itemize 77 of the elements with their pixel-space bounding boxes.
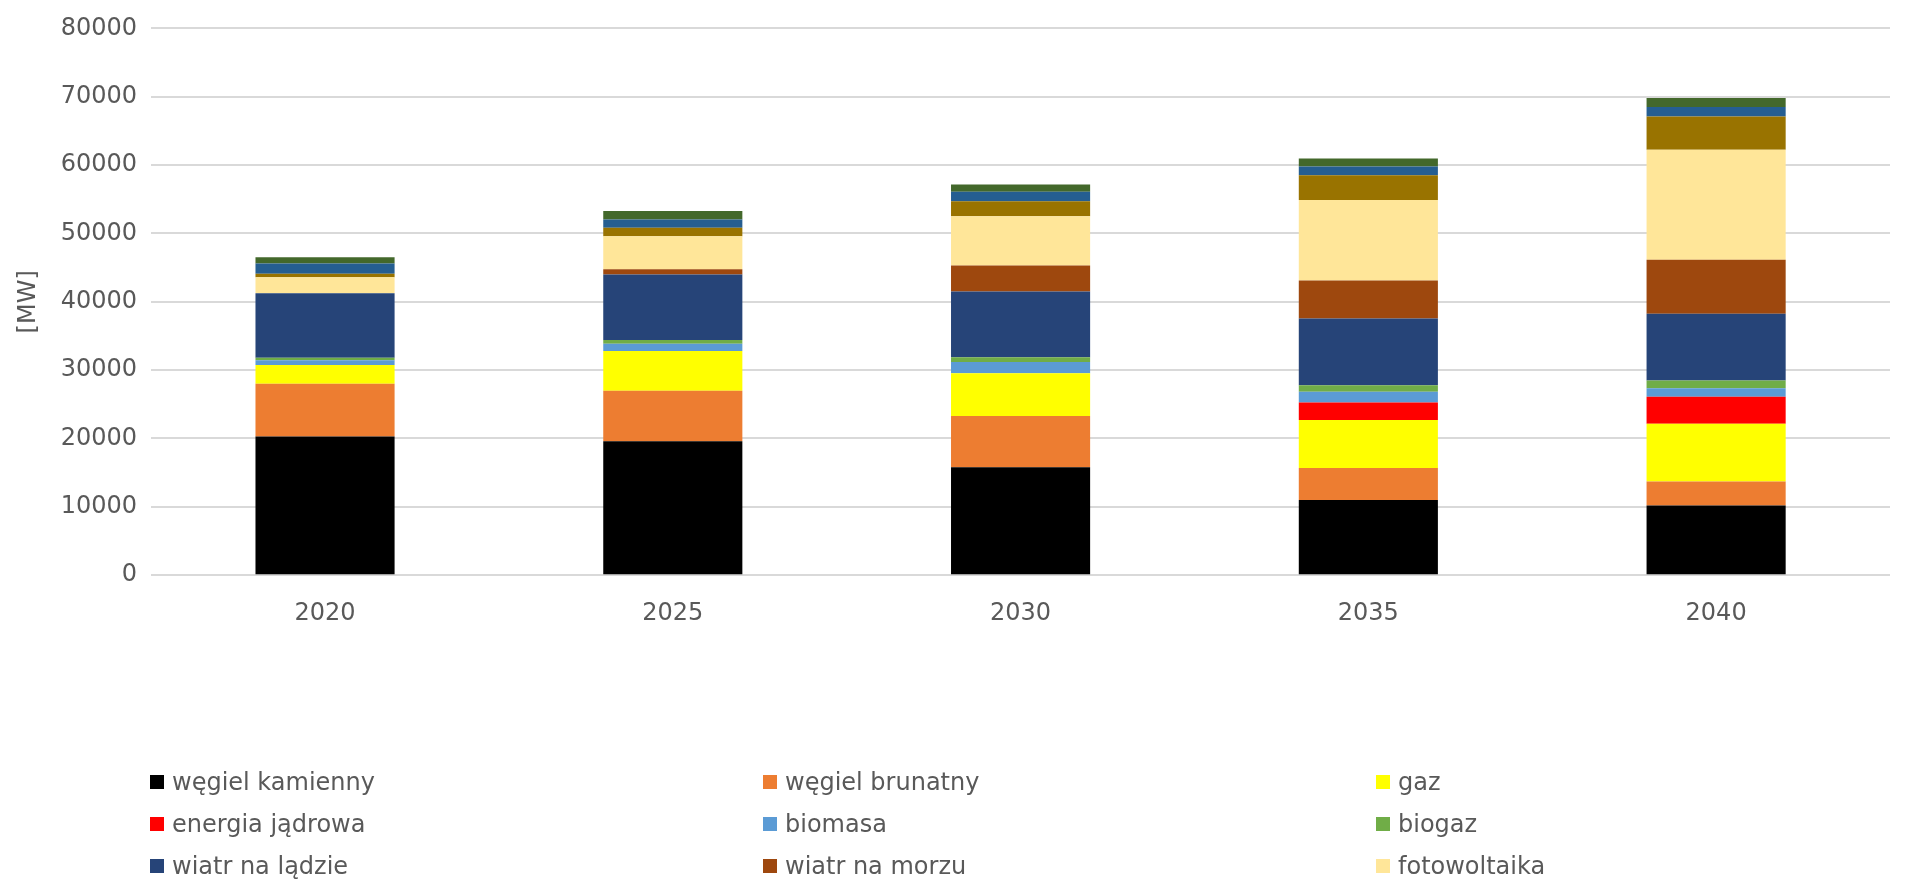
bar	[1298, 500, 1438, 575]
bar	[603, 351, 743, 391]
legend-label: węgiel kamienny	[172, 768, 375, 796]
bar	[1646, 380, 1786, 389]
y-tick-label: 20000	[60, 422, 138, 451]
y-tick-label: 0	[121, 559, 138, 588]
bar	[603, 274, 743, 341]
x-tick-label: 2040	[1685, 597, 1747, 626]
legend-label: fotowoltaika	[1398, 852, 1546, 880]
legend-label: wiatr na morzu	[785, 852, 967, 880]
bar	[1646, 107, 1786, 117]
bar	[1646, 423, 1786, 482]
bar	[951, 373, 1091, 416]
bar	[603, 340, 743, 344]
y-tick-label: 80000	[60, 12, 138, 41]
legend-label: biogaz	[1398, 810, 1478, 838]
y-tick-label: 30000	[60, 354, 138, 383]
bar	[603, 390, 743, 442]
bar	[255, 360, 395, 366]
bar	[1298, 391, 1438, 403]
bar	[603, 227, 743, 237]
legend-label: biomasa	[785, 810, 887, 838]
bar	[1298, 166, 1438, 176]
bar	[255, 383, 395, 437]
bar	[1646, 98, 1786, 107]
legend-label: energia jądrowa	[172, 810, 366, 838]
x-tick-label: 2020	[294, 597, 356, 626]
bar	[1298, 280, 1438, 319]
y-tick-label: 70000	[60, 80, 138, 109]
legend-label: węgiel brunatny	[785, 768, 980, 796]
bar	[1298, 318, 1438, 386]
y-tick-label: 60000	[60, 149, 138, 178]
bar	[1646, 259, 1786, 314]
bar	[255, 277, 395, 294]
bar	[951, 265, 1091, 292]
bar	[951, 201, 1091, 217]
y-tick-label: 50000	[60, 217, 138, 246]
bar	[951, 191, 1091, 202]
bar	[603, 219, 743, 228]
bar	[255, 293, 395, 358]
bar	[1646, 149, 1786, 260]
bar	[1298, 175, 1438, 200]
bar	[1646, 388, 1786, 397]
bar	[603, 236, 743, 270]
legend-label: gaz	[1398, 768, 1441, 796]
bar	[951, 357, 1091, 362]
x-tick-label: 2035	[1337, 597, 1399, 626]
y-axis-title: [MW]	[12, 270, 41, 334]
bar	[603, 441, 743, 575]
x-tick-label: 2030	[990, 597, 1052, 626]
bar	[1298, 385, 1438, 392]
bar	[1646, 116, 1786, 150]
bar	[1298, 420, 1438, 468]
bar	[1646, 396, 1786, 424]
bar	[951, 415, 1091, 468]
bar	[603, 269, 743, 275]
bar	[951, 361, 1091, 374]
bar	[255, 436, 395, 575]
bar	[603, 210, 743, 220]
bar	[1646, 313, 1786, 381]
legend-label: wiatr na lądzie	[172, 852, 349, 880]
bar	[255, 263, 395, 274]
bar	[1646, 481, 1786, 506]
bar	[951, 184, 1091, 192]
y-tick-label: 40000	[60, 286, 138, 315]
y-tick-label: 10000	[60, 491, 138, 520]
bar	[255, 257, 395, 264]
bar	[603, 343, 743, 352]
x-tick-label: 2025	[642, 597, 704, 626]
bar	[1298, 402, 1438, 421]
bar	[951, 467, 1091, 575]
bar	[1298, 199, 1438, 281]
bar	[255, 365, 395, 384]
bar	[1646, 505, 1786, 575]
bar	[951, 216, 1091, 266]
bar	[951, 291, 1091, 358]
bar	[1298, 467, 1438, 501]
